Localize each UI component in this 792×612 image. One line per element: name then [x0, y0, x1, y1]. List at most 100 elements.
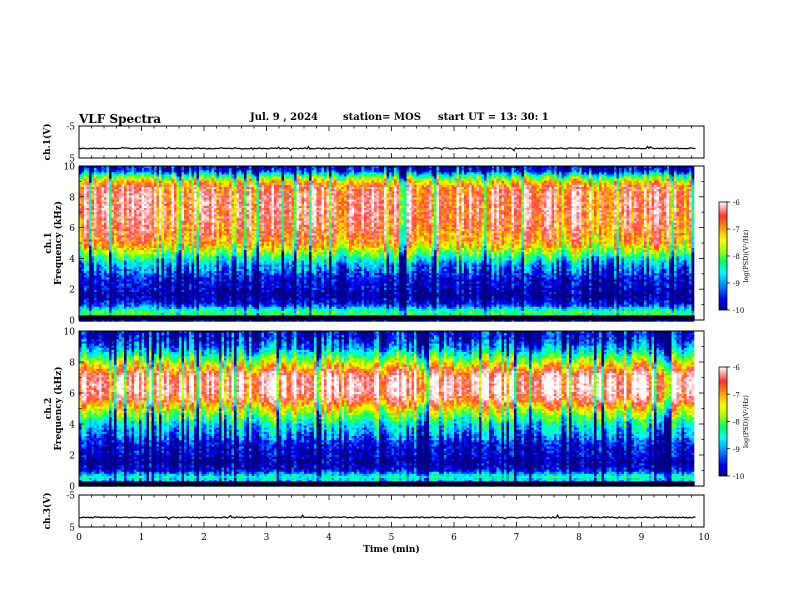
- spectrogram-cell: [104, 288, 107, 290]
- spectrogram-cell: [149, 185, 152, 187]
- spectrogram-cell: [122, 277, 125, 279]
- spectrogram-cell: [177, 248, 180, 250]
- spectrogram-cell: [157, 252, 160, 254]
- spectrogram-cell: [142, 177, 145, 179]
- spectrogram-cell: [184, 248, 187, 250]
- spectrogram-cell: [112, 265, 115, 267]
- spectrogram-cell: [167, 273, 170, 275]
- spectrogram-cell: [107, 271, 110, 273]
- spectrogram-cell: [199, 273, 202, 275]
- spectrogram-cell: [189, 193, 192, 195]
- spectrogram-cell: [139, 300, 142, 302]
- spectrogram-cell: [144, 305, 147, 307]
- spectrogram-cell: [112, 279, 115, 281]
- spectrogram-cell: [154, 298, 157, 300]
- spectrogram-cell: [182, 179, 185, 181]
- spectrogram-cell: [184, 267, 187, 269]
- spectrogram-cell: [122, 195, 125, 197]
- spectrogram-cell: [82, 296, 85, 298]
- spectrogram-cell: [92, 200, 95, 202]
- spectrogram-cell: [194, 174, 197, 176]
- spectrogram-cell: [84, 168, 87, 170]
- spectrogram-cell: [159, 267, 162, 269]
- spectrogram-cell: [162, 275, 165, 277]
- spectrogram-cell: [117, 225, 120, 227]
- spectrogram-cell: [97, 189, 100, 191]
- spectrogram-cell: [107, 219, 110, 221]
- spectrogram-cell: [112, 233, 115, 235]
- spectrogram-cell: [147, 286, 150, 288]
- spectrogram-cell: [184, 296, 187, 298]
- spectrogram-cell: [119, 286, 122, 288]
- spectrogram-cell: [199, 298, 202, 300]
- spectrogram-cell: [97, 271, 100, 273]
- spectrogram-cell: [127, 229, 130, 231]
- spectrogram-cell: [202, 256, 205, 258]
- spectrogram-cell: [174, 258, 177, 260]
- spectrogram-cell: [157, 246, 160, 248]
- spectrogram-cell: [149, 231, 152, 233]
- spectrogram-cell: [149, 202, 152, 204]
- spectrogram-cell: [202, 290, 205, 292]
- spectrogram-cell: [147, 261, 150, 263]
- spectrogram-cell: [174, 179, 177, 181]
- spectrogram-cell: [112, 206, 115, 208]
- spectrogram-cell: [144, 269, 147, 271]
- spectrogram-cell: [157, 300, 160, 302]
- spectrogram-cell: [109, 195, 112, 197]
- spectrogram-cell: [97, 254, 100, 256]
- spectrogram-cell: [127, 212, 130, 214]
- spectrogram-cell: [157, 233, 160, 235]
- spectrogram-cell: [189, 221, 192, 223]
- spectrogram-cell: [94, 212, 97, 214]
- spectrogram-cell: [169, 223, 172, 225]
- spectrogram-cell: [134, 202, 137, 204]
- spectrogram-cell: [164, 242, 167, 244]
- spectrogram-cell: [169, 252, 172, 254]
- spectrogram-cell: [159, 288, 162, 290]
- spectrogram-cell: [124, 313, 127, 315]
- spectrogram-cell: [107, 313, 110, 315]
- spectrogram-cell: [84, 279, 87, 281]
- spectrogram-cell: [147, 200, 150, 202]
- spectrogram-cell: [89, 233, 92, 235]
- spectrogram-cell: [109, 277, 112, 279]
- spectrogram-cell: [194, 265, 197, 267]
- spectrogram-cell: [192, 240, 195, 242]
- spectrogram-cell: [202, 198, 205, 200]
- spectrogram-cell: [189, 242, 192, 244]
- spectrogram-cell: [187, 200, 190, 202]
- spectrogram-cell: [154, 191, 157, 193]
- spectrogram-cell: [192, 290, 195, 292]
- spectrogram-cell: [127, 200, 130, 202]
- spectrogram-cell: [114, 187, 117, 189]
- spectrogram-cell: [167, 254, 170, 256]
- spectrogram-cell: [139, 219, 142, 221]
- spectrogram-cell: [189, 271, 192, 273]
- spectrogram-cell: [137, 311, 140, 313]
- spectrogram-cell: [109, 309, 112, 311]
- spectrogram-cell: [112, 269, 115, 271]
- spectrogram-cell: [147, 202, 150, 204]
- spectrogram-cell: [94, 193, 97, 195]
- spectrogram-cell: [197, 206, 200, 208]
- spectrogram-cell: [199, 294, 202, 296]
- spectrogram-cell: [89, 202, 92, 204]
- spectrogram-cell: [127, 208, 130, 210]
- spectrogram-cell: [144, 225, 147, 227]
- spectrogram-cell: [142, 221, 145, 223]
- spectrogram-cell: [174, 214, 177, 216]
- spectrogram-cell: [157, 282, 160, 284]
- spectrogram-cell: [102, 279, 105, 281]
- spectrogram-cell: [144, 309, 147, 311]
- spectrogram-cell: [137, 189, 140, 191]
- spectrogram-cell: [202, 219, 205, 221]
- spectrogram-cell: [164, 311, 167, 313]
- spectrogram-cell: [197, 309, 200, 311]
- spectrogram-cell: [182, 244, 185, 246]
- spectrogram-cell: [169, 292, 172, 294]
- spectrogram-cell: [87, 273, 90, 275]
- spectrogram-cell: [164, 282, 167, 284]
- spectrogram-cell: [109, 294, 112, 296]
- spectrogram-cell: [132, 294, 135, 296]
